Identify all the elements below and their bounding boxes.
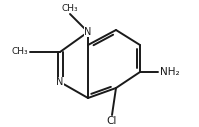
- Text: N: N: [56, 77, 64, 87]
- Text: NH₂: NH₂: [160, 67, 180, 77]
- Text: CH₃: CH₃: [11, 47, 28, 57]
- Text: N: N: [84, 27, 92, 37]
- Text: CH₃: CH₃: [62, 4, 78, 13]
- Text: Cl: Cl: [107, 116, 117, 126]
